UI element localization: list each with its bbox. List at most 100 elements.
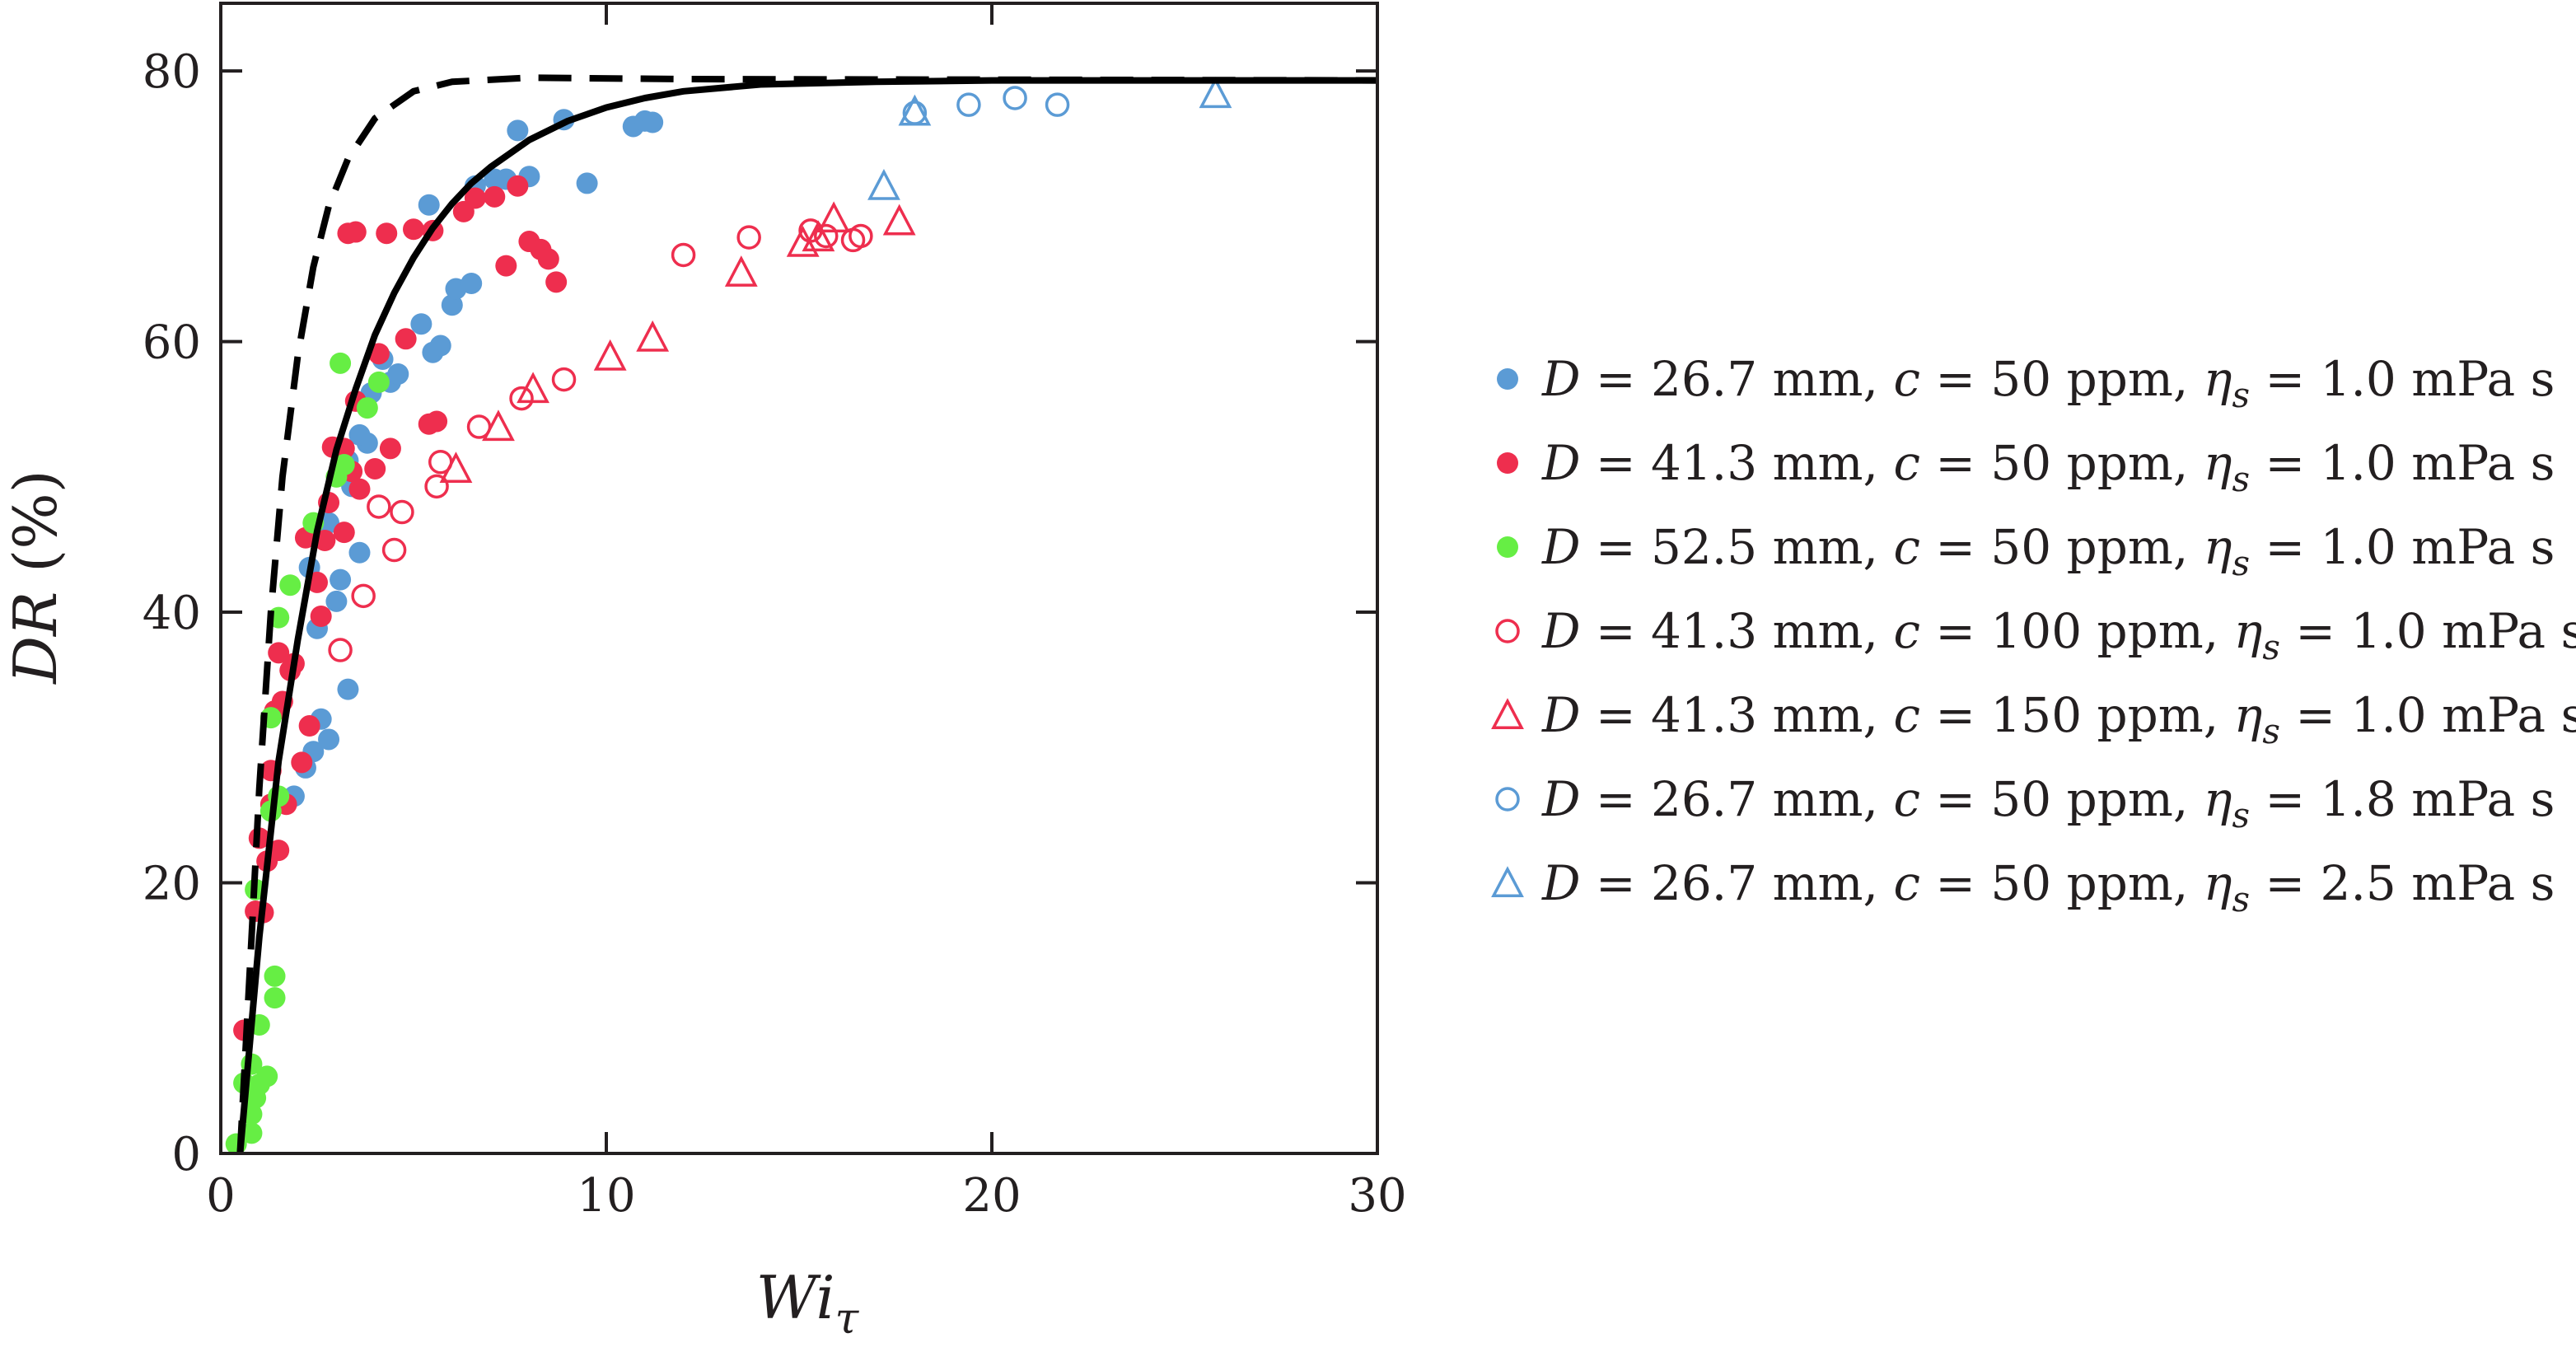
legend-label: D = 26.7 mm, c = 50 ppm, ηs = 1.0 mPa s	[1541, 351, 2555, 415]
x-axis-label-subscript: τ	[835, 1294, 859, 1344]
data-point-series-5	[482, 409, 515, 442]
legend-marker	[1497, 452, 1518, 474]
data-point-series-1	[348, 423, 371, 446]
legend-label: D = 41.3 mm, c = 50 ppm, ηs = 1.0 mPa s	[1541, 435, 2555, 499]
plot-frame	[219, 2, 1379, 1155]
legend-label: D = 41.3 mm, c = 100 ppm, ηs = 1.0 mPa s	[1541, 603, 2576, 667]
data-point-series-2	[376, 222, 398, 245]
y-tick-label: 60	[143, 316, 201, 370]
plot-layer	[225, 74, 1378, 1155]
legend-marker	[1495, 787, 1520, 812]
legend-entry-7: D = 26.7 mm, c = 50 ppm, ηs = 2.5 mPa s	[1491, 855, 2555, 919]
data-point-series-7	[1199, 77, 1232, 109]
data-point-series-5	[817, 201, 851, 233]
data-point-series-4	[849, 223, 873, 249]
data-point-series-1	[461, 272, 483, 294]
data-point-series-5	[802, 220, 835, 252]
data-point-series-3	[279, 574, 302, 596]
data-point-series-5	[593, 339, 627, 371]
data-point-series-2	[507, 175, 529, 197]
data-point-series-1	[410, 313, 432, 335]
data-point-series-4	[381, 537, 407, 563]
data-point-series-2	[344, 221, 367, 243]
data-point-series-1	[325, 590, 348, 612]
data-point-series-2	[464, 187, 486, 209]
data-point-series-2	[379, 437, 401, 460]
data-point-series-5	[636, 320, 670, 352]
data-point-series-2	[426, 410, 448, 433]
legend-label: D = 41.3 mm, c = 150 ppm, ηs = 1.0 mPa s	[1541, 687, 2576, 751]
data-point-series-5	[882, 203, 916, 236]
data-point-series-3	[356, 397, 378, 419]
data-point-series-2	[537, 248, 559, 270]
data-point-series-1	[429, 334, 451, 357]
x-tick-label: 30	[1348, 1169, 1406, 1223]
data-point-series-4	[424, 474, 449, 499]
data-point-series-1	[642, 111, 664, 133]
data-point-series-3	[330, 352, 352, 374]
data-point-series-6	[1045, 92, 1070, 117]
data-point-series-2	[298, 715, 320, 737]
data-point-series-4	[509, 386, 534, 411]
data-point-series-2	[310, 605, 332, 627]
legend-entry-5: D = 41.3 mm, c = 150 ppm, ηs = 1.0 mPa s	[1491, 687, 2576, 751]
legend-label: D = 26.7 mm, c = 50 ppm, ηs = 1.8 mPa s	[1541, 771, 2555, 835]
y-tick-label: 0	[171, 1128, 201, 1181]
legend-label: D = 26.7 mm, c = 50 ppm, ηs = 2.5 mPa s	[1541, 855, 2555, 919]
y-tick-label: 20	[143, 858, 201, 911]
data-point-series-1	[441, 294, 463, 316]
legend-label: D = 52.5 mm, c = 50 ppm, ηs = 1.0 mPa s	[1541, 519, 2555, 583]
data-point-series-2	[268, 642, 290, 664]
data-point-series-2	[364, 457, 386, 480]
legend-marker	[1491, 866, 1524, 898]
legend-marker	[1497, 368, 1518, 390]
y-axis-label: DR (%)	[1, 470, 70, 685]
data-point-series-7	[898, 94, 932, 126]
data-point-series-1	[330, 568, 352, 591]
legend-entry-2: D = 41.3 mm, c = 50 ppm, ηs = 1.0 mPa s	[1497, 435, 2555, 499]
data-point-series-6	[956, 92, 981, 117]
data-point-series-5	[517, 372, 549, 404]
data-point-series-2	[545, 271, 568, 293]
x-axis-label-main: Wi	[756, 1263, 835, 1332]
legend-entry-6: D = 26.7 mm, c = 50 ppm, ηs = 1.8 mPa s	[1495, 771, 2555, 835]
data-point-series-2	[403, 218, 424, 241]
data-point-series-5	[724, 255, 758, 287]
legend-marker	[1497, 536, 1518, 558]
data-point-series-1	[348, 541, 371, 564]
solid-model-curve	[236, 77, 1377, 1154]
data-point-series-4	[814, 223, 839, 249]
data-point-series-4	[551, 367, 577, 392]
data-point-series-6	[1003, 86, 1027, 110]
data-point-series-1	[507, 119, 529, 142]
data-point-series-2	[484, 185, 506, 208]
data-point-series-3	[367, 371, 390, 393]
legend-entry-1: D = 26.7 mm, c = 50 ppm, ηs = 1.0 mPa s	[1497, 351, 2555, 415]
legend-entry-3: D = 52.5 mm, c = 50 ppm, ηs = 1.0 mPa s	[1497, 519, 2555, 583]
data-point-series-4	[328, 638, 353, 662]
data-point-series-3	[241, 1122, 263, 1144]
data-point-series-4	[351, 583, 376, 609]
data-point-series-1	[318, 728, 340, 751]
data-point-series-3	[256, 1065, 278, 1088]
data-point-series-7	[867, 168, 900, 200]
data-point-series-2	[348, 478, 371, 500]
x-axis-label: Wiτ	[756, 1263, 860, 1344]
y-axis-label-main: DR	[1, 592, 70, 685]
data-point-series-3	[264, 965, 286, 987]
data-point-series-2	[395, 328, 417, 350]
data-point-series-2	[291, 751, 313, 774]
legend-marker	[1495, 619, 1520, 643]
data-point-series-2	[495, 255, 517, 277]
data-point-series-4	[671, 242, 696, 268]
data-point-series-1	[387, 363, 409, 386]
y-tick-label: 80	[143, 45, 201, 99]
y-axis-label-unit: (%)	[1, 470, 70, 591]
data-point-series-3	[264, 987, 286, 1009]
legend: D = 26.7 mm, c = 50 ppm, ηs = 1.0 mPa s D…	[1491, 351, 2576, 919]
legend-entry-4: D = 41.3 mm, c = 100 ppm, ηs = 1.0 mPa s	[1495, 603, 2576, 667]
data-point-series-4	[390, 499, 414, 525]
axes-layer: 0 10 20 30 0 20 40 60 80	[143, 3, 1407, 1223]
data-point-series-5	[439, 451, 473, 484]
